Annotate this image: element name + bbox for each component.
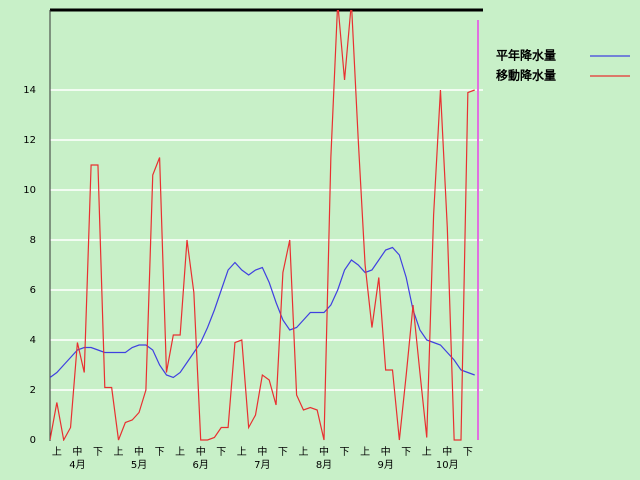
x-tick-label: 上 [298, 446, 308, 458]
y-tick-label: 4 [30, 335, 36, 346]
x-tick-label: 中 [442, 445, 452, 458]
month-label: 7月 [254, 459, 270, 471]
x-tick-label: 下 [401, 447, 411, 458]
y-tick-label: 2 [30, 385, 36, 396]
x-tick-label: 中 [257, 445, 267, 458]
month-label: 8月 [316, 459, 332, 471]
y-tick-label: 8 [30, 235, 36, 246]
month-label: 6月 [193, 459, 209, 471]
x-tick-label: 中 [134, 445, 144, 458]
month-label: 10月 [436, 459, 459, 471]
legend-label: 移動降水量 [496, 68, 556, 83]
x-tick-label: 中 [381, 445, 391, 458]
x-tick-label: 上 [360, 446, 370, 458]
y-tick-label: 14 [23, 85, 36, 96]
y-tick-label: 6 [30, 285, 36, 296]
x-tick-label: 下 [93, 447, 103, 458]
x-tick-label: 下 [155, 447, 165, 458]
x-tick-label: 上 [175, 446, 185, 458]
series-line [50, 10, 475, 441]
x-tick-label: 上 [52, 446, 62, 458]
x-tick-label: 上 [237, 446, 247, 458]
x-tick-label: 上 [422, 446, 432, 458]
x-tick-label: 上 [114, 446, 124, 458]
series-line [50, 246, 475, 379]
month-label: 5月 [131, 459, 147, 471]
x-tick-label: 下 [463, 447, 473, 458]
x-tick-label: 下 [278, 447, 288, 458]
x-tick-label: 下 [340, 447, 350, 458]
plot-lines [50, 10, 475, 441]
x-tick-label: 中 [72, 445, 82, 458]
y-tick-label: 10 [23, 185, 36, 196]
x-tick-label: 下 [216, 447, 226, 458]
month-label: 4月 [69, 459, 85, 471]
x-tick-label: 中 [319, 445, 329, 458]
y-tick-label: 12 [23, 135, 36, 146]
legend-label: 平年降水量 [496, 48, 556, 63]
y-tick-label: 0 [30, 435, 36, 446]
x-tick-label: 中 [196, 445, 206, 458]
month-label: 9月 [377, 459, 393, 471]
